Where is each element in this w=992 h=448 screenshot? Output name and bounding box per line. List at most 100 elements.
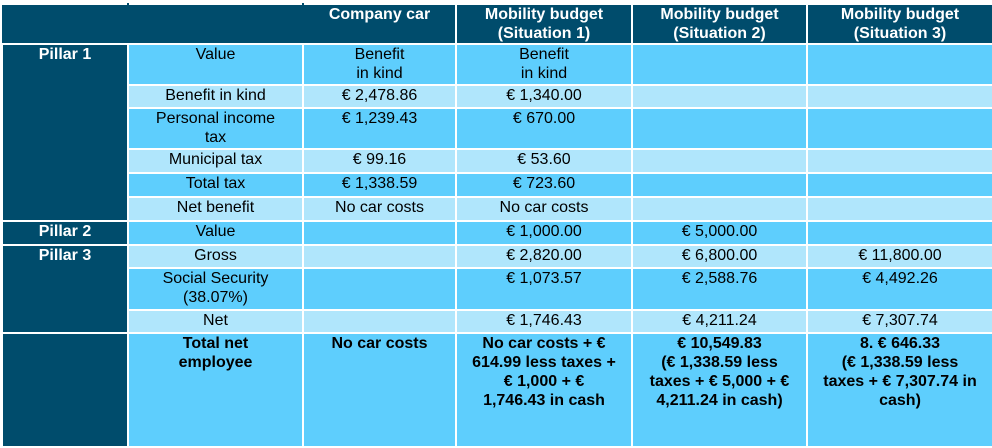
pillar-2-label: Pillar 2 <box>1 220 129 246</box>
cell-company-car <box>302 220 457 246</box>
cell-mb3 <box>806 220 992 246</box>
header-mobility-budget-2: Mobility budget (Situation 2) <box>631 3 808 45</box>
row-label: Net benefit <box>127 196 304 222</box>
table-row: Total tax € 1,338.59 € 723.60 <box>2 172 992 198</box>
cell-company-car <box>302 309 457 334</box>
total-line: 4,211.24 in cash) <box>656 392 783 409</box>
row-label: Value <box>127 220 304 246</box>
cell-mb1: € 2,820.00 <box>455 244 633 269</box>
total-company-car: No car costs <box>302 332 457 448</box>
cell-company-car: € 1,338.59 <box>302 172 457 198</box>
cell-mb1: € 1,073.57 <box>455 267 633 311</box>
cell-line: Benefit <box>519 46 569 63</box>
total-line: 1,746.43 in cash <box>483 392 605 409</box>
total-label-line: Total net <box>182 335 249 352</box>
row-label: Total tax <box>127 172 304 198</box>
row-label: Social Security (38.07%) <box>127 267 304 311</box>
table-row: Municipal tax € 99.16 € 53.60 <box>2 148 992 174</box>
cell-line: in kind <box>520 65 568 82</box>
cell-mb1: € 670.00 <box>455 107 633 150</box>
row-label: Personal income tax <box>127 107 304 150</box>
row-label-line: Personal income <box>155 110 276 127</box>
cell-company-car: € 2,478.86 <box>302 84 457 109</box>
header-mobility-budget-1: Mobility budget (Situation 1) <box>455 3 633 45</box>
table-row: Personal income tax € 1,239.43 € 670.00 <box>2 107 992 150</box>
table-row: Pillar 2 Value € 1,000.00 € 5,000.00 <box>1 220 992 246</box>
header-mb2-line2: (Situation 2) <box>673 25 766 42</box>
cell-company-car: Benefit in kind <box>302 43 457 86</box>
cell-mb3: € 4,492.26 <box>806 267 992 311</box>
cell-mb3 <box>806 107 992 150</box>
header-mb3-line2: (Situation 3) <box>853 25 947 42</box>
cell-mb2 <box>631 172 808 198</box>
cell-company-car: No car costs <box>302 196 457 222</box>
total-mb3: 8. € 646.33 (€ 1,338.59 less taxes + € 7,3… <box>806 332 992 448</box>
cell-mb3 <box>806 196 992 222</box>
cell-mb1: € 1,000.00 <box>455 220 633 246</box>
comparison-table: Company car Mobility budget (Situation 1)… <box>1 3 992 448</box>
cell-mb3: € 11,800.00 <box>806 244 992 269</box>
table-row: Pillar 1 Value Benefit in kind Benefit in … <box>1 43 992 222</box>
cell-company-car: € 1,239.43 <box>302 107 457 150</box>
header-blank-item <box>127 3 304 45</box>
row-label-line: tax <box>204 129 227 146</box>
cell-mb3 <box>806 172 992 198</box>
cell-mb2 <box>631 196 808 222</box>
cell-mb3 <box>806 43 992 86</box>
row-label: Municipal tax <box>127 148 304 174</box>
table-row: Pillar 3 Gross € 2,820.00 € 6,800.00 € 1… <box>1 244 992 334</box>
cell-company-car <box>302 267 457 311</box>
table-row: Social Security (38.07%) € 1,073.57 € 2,5… <box>2 267 992 311</box>
table-row: Net € 1,746.43 € 4,211.24 € 7,307.74 <box>2 309 992 334</box>
cell-company-car <box>302 244 457 269</box>
total-line: 8. € 646.33 <box>859 335 941 352</box>
header-mb1-line2: (Situation 1) <box>497 25 591 42</box>
total-row: Total net employee No car costs No car co… <box>1 332 992 448</box>
header-mb2-line1: Mobility budget <box>660 6 779 23</box>
cell-mb2: € 4,211.24 <box>631 309 808 334</box>
total-line: € 1,000 + € <box>503 373 585 390</box>
row-label-line: Social Security <box>162 270 269 287</box>
cell-mb1: € 1,746.43 <box>455 309 633 334</box>
table-row: Benefit in kind € 2,478.86 € 1,340.00 <box>2 84 992 109</box>
cell-mb1: € 53.60 <box>455 148 633 174</box>
cell-mb3: € 7,307.74 <box>806 309 992 334</box>
total-mb2: € 10,549.83 (€ 1,338.59 less taxes + € 5,0… <box>631 332 808 448</box>
row-label: Value <box>127 43 304 86</box>
total-line: 614.99 less taxes + <box>472 354 616 371</box>
row-label: Gross <box>127 244 304 269</box>
cell-mb2: € 2,588.76 <box>631 267 808 311</box>
header-company-car-label: Company car <box>328 6 431 23</box>
table-row: Net benefit No car costs No car costs <box>2 196 992 222</box>
total-line: (€ 1,338.59 less <box>841 354 959 371</box>
total-pillar-blank <box>1 332 129 448</box>
total-label-line: employee <box>178 354 253 371</box>
cell-mb2: € 6,800.00 <box>631 244 808 269</box>
cell-mb2 <box>631 148 808 174</box>
cell-mb2 <box>631 84 808 109</box>
cell-line: Benefit <box>354 46 405 63</box>
row-label: Benefit in kind <box>127 84 304 109</box>
total-line: € 10,549.83 <box>677 335 762 352</box>
total-line: (€ 1,338.59 less <box>661 354 778 371</box>
total-line: taxes + € 7,307.74 in <box>823 373 977 390</box>
header-company-car: Company car <box>302 3 457 45</box>
header-row: Company car Mobility budget (Situation 1)… <box>2 3 992 45</box>
cell-mb3 <box>806 148 992 174</box>
cell-mb2 <box>631 107 808 150</box>
header-mb1-line1: Mobility budget <box>484 6 604 23</box>
cell-mb1: € 723.60 <box>455 172 633 198</box>
cell-company-car: € 99.16 <box>302 148 457 174</box>
total-label: Total net employee <box>127 332 304 448</box>
total-mb1: No car costs + € 614.99 less taxes + € 1,0… <box>455 332 633 448</box>
cell-mb1: € 1,340.00 <box>455 84 633 109</box>
cell-mb1: Benefit in kind <box>455 43 633 86</box>
header-mobility-budget-3: Mobility budget (Situation 3) <box>806 3 992 45</box>
total-line: taxes + € 5,000 + € <box>649 373 790 390</box>
cell-line: in kind <box>356 65 403 82</box>
cell-mb1: No car costs <box>455 196 633 222</box>
header-blank-pillar <box>2 3 129 45</box>
row-label-line: (38.07%) <box>183 289 248 306</box>
pillar-3-label: Pillar 3 <box>1 244 129 334</box>
cell-mb3 <box>806 84 992 109</box>
